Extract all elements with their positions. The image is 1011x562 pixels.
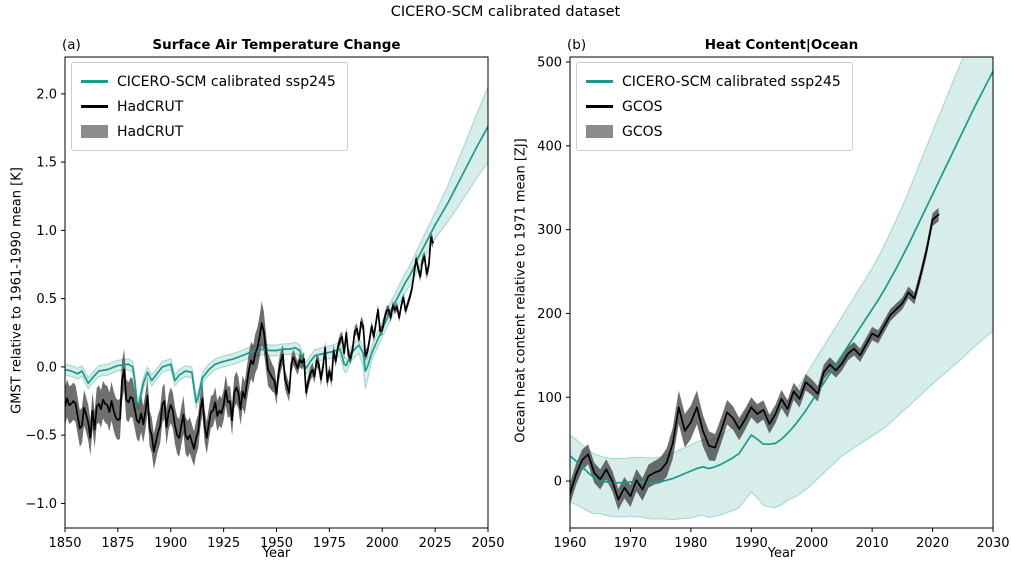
svg-text:100: 100 bbox=[537, 391, 562, 406]
line-swatch-icon bbox=[586, 105, 613, 108]
svg-text:1960: 1960 bbox=[553, 536, 586, 551]
svg-text:0.5: 0.5 bbox=[36, 292, 57, 307]
svg-text:0: 0 bbox=[554, 475, 562, 490]
legend-label: CICERO-SCM calibrated ssp245 bbox=[622, 73, 841, 90]
legend-item-band: HadCRUT bbox=[81, 119, 336, 144]
panel-a-tag: (a) bbox=[62, 37, 81, 53]
panel-a-ylabel: GMST relative to 1961-1990 mean [K] bbox=[9, 167, 25, 414]
svg-text:−1.0: −1.0 bbox=[25, 497, 57, 512]
svg-text:300: 300 bbox=[537, 223, 562, 238]
svg-text:200: 200 bbox=[537, 307, 562, 322]
legend-label: GCOS bbox=[622, 98, 663, 115]
legend-label: HadCRUT bbox=[117, 98, 184, 115]
svg-text:1990: 1990 bbox=[735, 536, 768, 551]
band-swatch-icon bbox=[586, 125, 613, 138]
svg-text:1850: 1850 bbox=[48, 536, 81, 551]
svg-text:1925: 1925 bbox=[207, 536, 240, 551]
svg-text:1.0: 1.0 bbox=[36, 224, 57, 239]
panel-b-ylabel: Ocean heat content relative to 1971 mean… bbox=[513, 138, 529, 443]
svg-text:2010: 2010 bbox=[856, 536, 889, 551]
band-swatch-icon bbox=[81, 125, 108, 138]
legend-item-line: GCOS bbox=[586, 94, 841, 119]
legend-item-line: CICERO-SCM calibrated ssp245 bbox=[81, 69, 336, 94]
svg-text:500: 500 bbox=[537, 56, 562, 71]
panel-b-legend: CICERO-SCM calibrated ssp245 GCOS GCOS bbox=[576, 62, 853, 151]
legend-label: HadCRUT bbox=[117, 123, 184, 140]
panel-a-xlabel: Year bbox=[262, 546, 291, 561]
svg-text:2.0: 2.0 bbox=[36, 87, 57, 102]
panel-a-title: Surface Air Temperature Change bbox=[152, 37, 401, 53]
svg-text:1.5: 1.5 bbox=[36, 156, 57, 171]
svg-text:2030: 2030 bbox=[976, 536, 1009, 551]
legend-item-line: HadCRUT bbox=[81, 94, 336, 119]
svg-text:400: 400 bbox=[537, 139, 562, 154]
svg-text:2020: 2020 bbox=[916, 536, 949, 551]
line-swatch-icon bbox=[586, 80, 613, 83]
svg-text:0.0: 0.0 bbox=[36, 360, 57, 375]
svg-text:2025: 2025 bbox=[419, 536, 452, 551]
line-swatch-icon bbox=[81, 80, 108, 83]
svg-text:2000: 2000 bbox=[366, 536, 399, 551]
legend-label: GCOS bbox=[622, 123, 663, 140]
panel-a-legend: CICERO-SCM calibrated ssp245 HadCRUT HadCR… bbox=[71, 62, 348, 151]
svg-text:1900: 1900 bbox=[154, 536, 187, 551]
legend-item-line: CICERO-SCM calibrated ssp245 bbox=[586, 69, 841, 94]
panel-b-title: Heat Content|Ocean bbox=[704, 37, 859, 53]
legend-label: CICERO-SCM calibrated ssp245 bbox=[117, 73, 336, 90]
svg-text:1950: 1950 bbox=[260, 536, 293, 551]
svg-text:1875: 1875 bbox=[101, 536, 134, 551]
line-swatch-icon bbox=[81, 105, 108, 108]
panel-b-xlabel: Year bbox=[767, 546, 796, 561]
panel-b-tag: (b) bbox=[567, 37, 587, 53]
legend-item-band: GCOS bbox=[586, 119, 841, 144]
svg-text:1980: 1980 bbox=[674, 536, 707, 551]
svg-text:1970: 1970 bbox=[614, 536, 647, 551]
svg-text:2000: 2000 bbox=[795, 536, 828, 551]
figure-suptitle: CICERO-SCM calibrated dataset bbox=[390, 4, 621, 20]
svg-text:1975: 1975 bbox=[313, 536, 346, 551]
svg-text:−0.5: −0.5 bbox=[25, 429, 57, 444]
svg-text:2050: 2050 bbox=[471, 536, 504, 551]
